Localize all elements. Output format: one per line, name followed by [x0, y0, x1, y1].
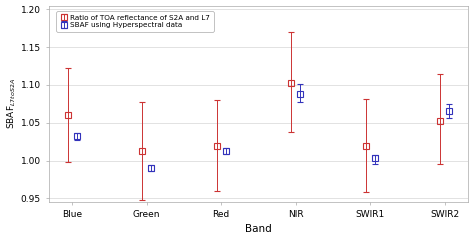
- X-axis label: Band: Band: [245, 224, 272, 234]
- Y-axis label: SBAF$_{L7toS2A}$: SBAF$_{L7toS2A}$: [6, 78, 18, 129]
- Legend: Ratio of TOA reflectance of S2A and L7, SBAF using Hyperspectral data: Ratio of TOA reflectance of S2A and L7, …: [56, 11, 214, 32]
